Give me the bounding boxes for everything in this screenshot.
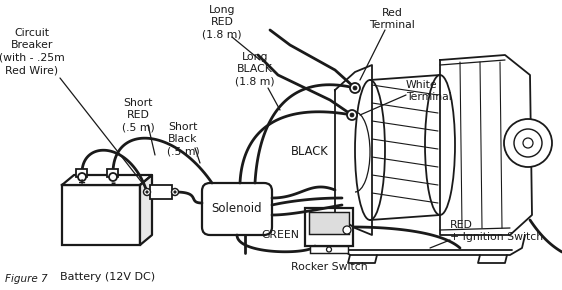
Polygon shape (335, 65, 372, 235)
FancyBboxPatch shape (62, 185, 140, 245)
Circle shape (171, 188, 179, 195)
FancyBboxPatch shape (305, 208, 353, 246)
Text: Figure 7: Figure 7 (5, 274, 48, 284)
FancyBboxPatch shape (202, 183, 272, 235)
Text: RED: RED (450, 220, 473, 230)
Circle shape (343, 226, 351, 234)
FancyBboxPatch shape (309, 212, 349, 234)
Circle shape (143, 188, 151, 195)
FancyBboxPatch shape (150, 185, 172, 199)
FancyBboxPatch shape (370, 80, 440, 220)
Circle shape (353, 86, 357, 90)
Circle shape (327, 247, 332, 252)
Text: + Ignition Switch: + Ignition Switch (450, 232, 543, 242)
Polygon shape (62, 175, 152, 185)
Text: Circuit
Breaker
(with - .25m
Red Wire): Circuit Breaker (with - .25m Red Wire) (0, 28, 65, 75)
Text: BLACK: BLACK (291, 145, 329, 158)
Text: White
Terminal: White Terminal (406, 80, 452, 102)
Polygon shape (440, 55, 532, 235)
FancyBboxPatch shape (76, 169, 87, 177)
Text: Long
RED
(1.8 m): Long RED (1.8 m) (202, 5, 242, 40)
Circle shape (78, 173, 86, 181)
Text: Solenoid: Solenoid (212, 202, 262, 215)
Text: Short
RED
(.5 m): Short RED (.5 m) (121, 98, 155, 133)
Text: -: - (111, 177, 116, 189)
FancyBboxPatch shape (107, 169, 118, 177)
Text: Red
Terminal: Red Terminal (369, 8, 415, 30)
Circle shape (350, 113, 354, 117)
Circle shape (146, 191, 148, 193)
FancyBboxPatch shape (310, 246, 348, 253)
Text: GREEN: GREEN (261, 230, 299, 240)
Circle shape (109, 173, 117, 181)
Circle shape (514, 129, 542, 157)
Circle shape (504, 119, 552, 167)
Text: Long
BLACK
(1.8 m): Long BLACK (1.8 m) (235, 52, 275, 87)
Text: Battery (12V DC): Battery (12V DC) (61, 272, 156, 282)
Text: Short
Black
(.5 m): Short Black (.5 m) (166, 122, 200, 157)
Circle shape (523, 138, 533, 148)
Circle shape (174, 191, 176, 193)
Polygon shape (140, 175, 152, 245)
Text: Rocker Switch: Rocker Switch (291, 262, 368, 272)
Text: +: + (78, 178, 86, 188)
Circle shape (347, 110, 357, 120)
Circle shape (350, 83, 360, 93)
